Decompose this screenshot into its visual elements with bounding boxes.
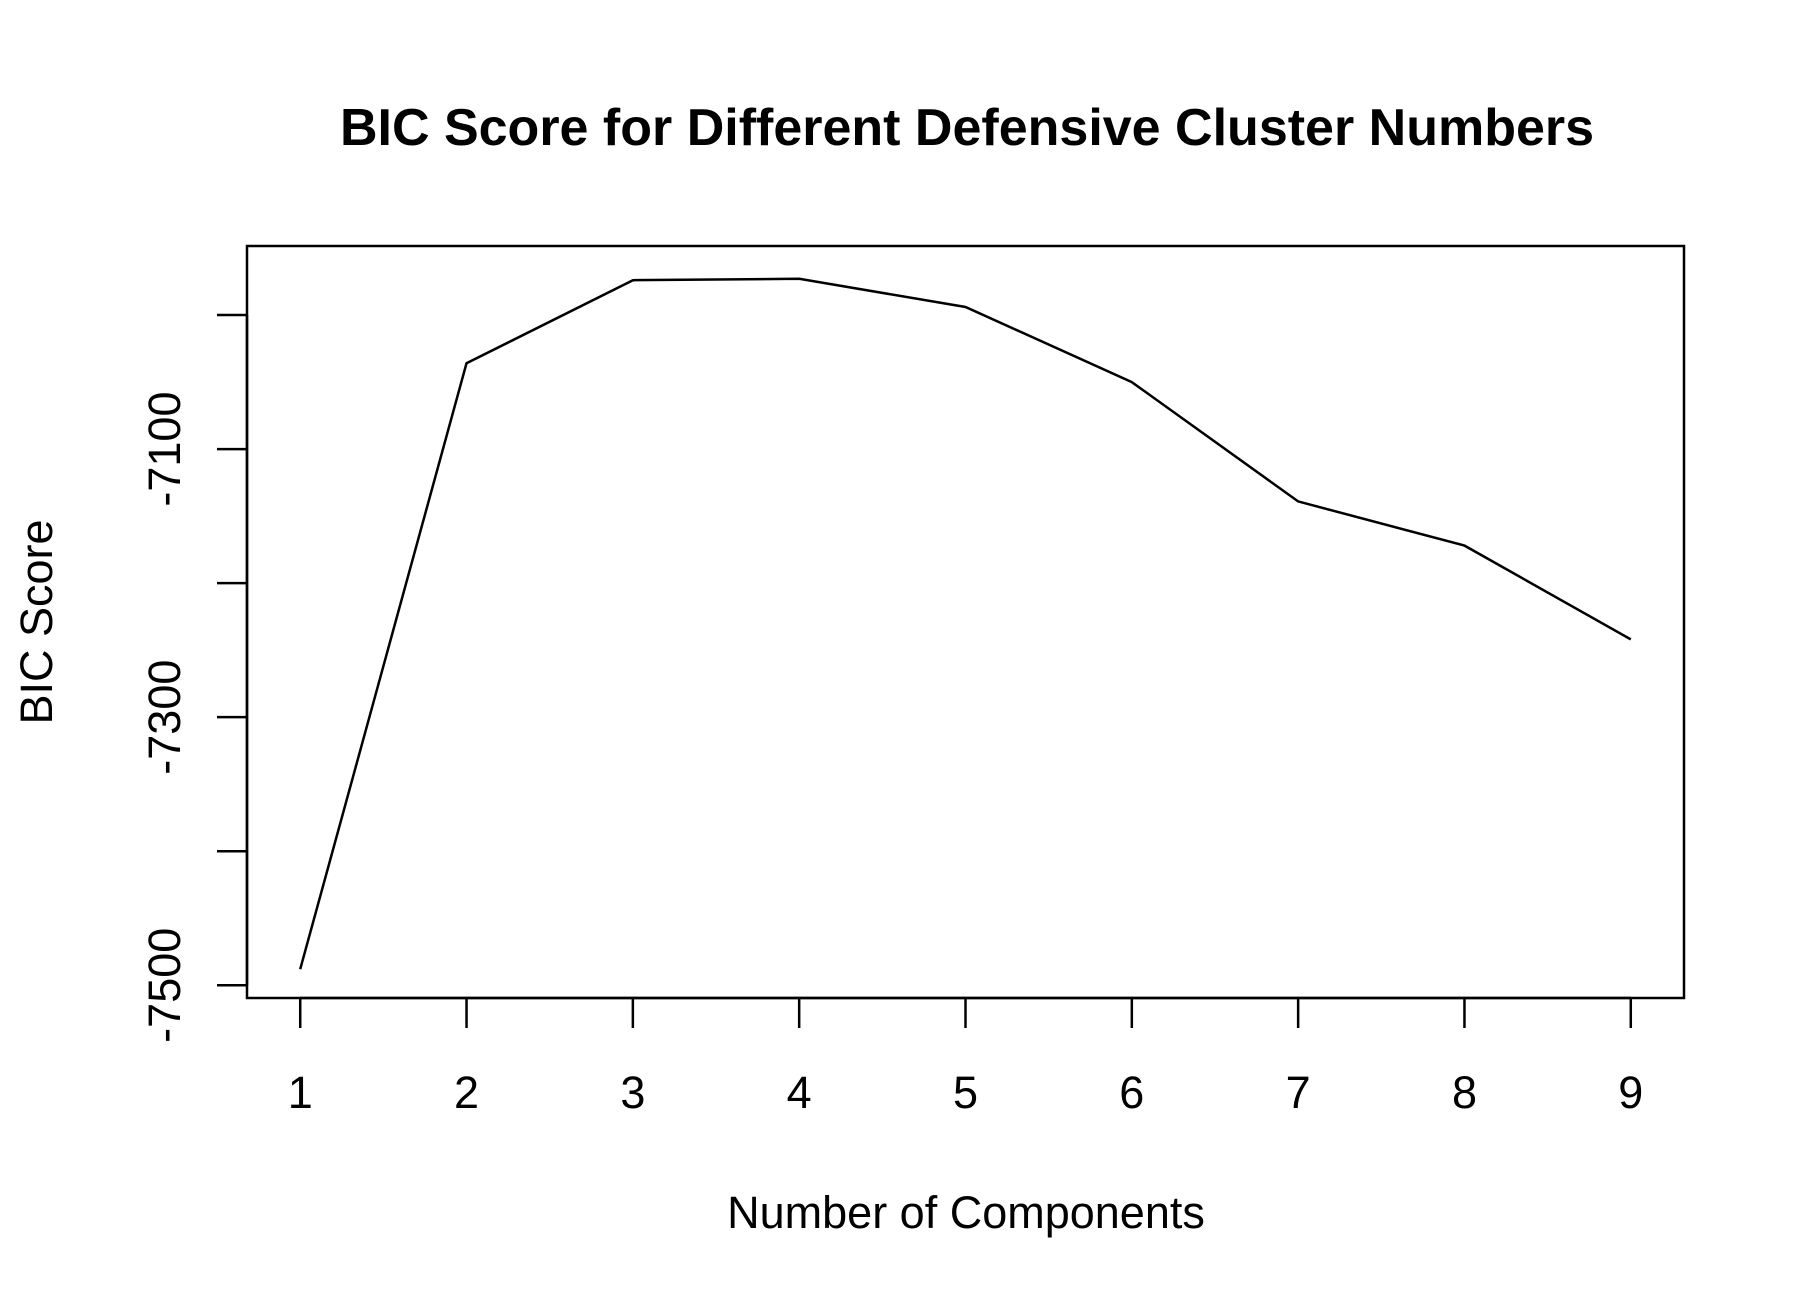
bic-series-line [298, 277, 1632, 970]
x-tick-label: 4 [787, 1067, 812, 1118]
x-tick-label: 1 [288, 1067, 313, 1118]
y-axis-label: BIC Score [11, 519, 62, 724]
plot-frame [245, 244, 1686, 1000]
y-tick-label: -7300 [139, 660, 190, 775]
x-axis: 1 2 3 4 5 6 7 8 9 [288, 996, 1643, 1118]
x-axis-label: Number of Components [727, 1187, 1205, 1238]
y-axis: -7500 -7300 -7100 [139, 313, 249, 1043]
y-tick-label: -7500 [139, 928, 190, 1043]
x-tick-label: 3 [620, 1067, 645, 1118]
y-tick-label: -7100 [139, 392, 190, 507]
x-tick-label: 6 [1119, 1067, 1144, 1118]
x-tick-label: 7 [1286, 1067, 1311, 1118]
x-tick-label: 9 [1618, 1067, 1643, 1118]
x-tick-label: 2 [454, 1067, 479, 1118]
chart-title: BIC Score for Different Defensive Cluste… [340, 99, 1594, 157]
x-tick-label: 5 [953, 1067, 978, 1118]
x-tick-label: 8 [1452, 1067, 1477, 1118]
